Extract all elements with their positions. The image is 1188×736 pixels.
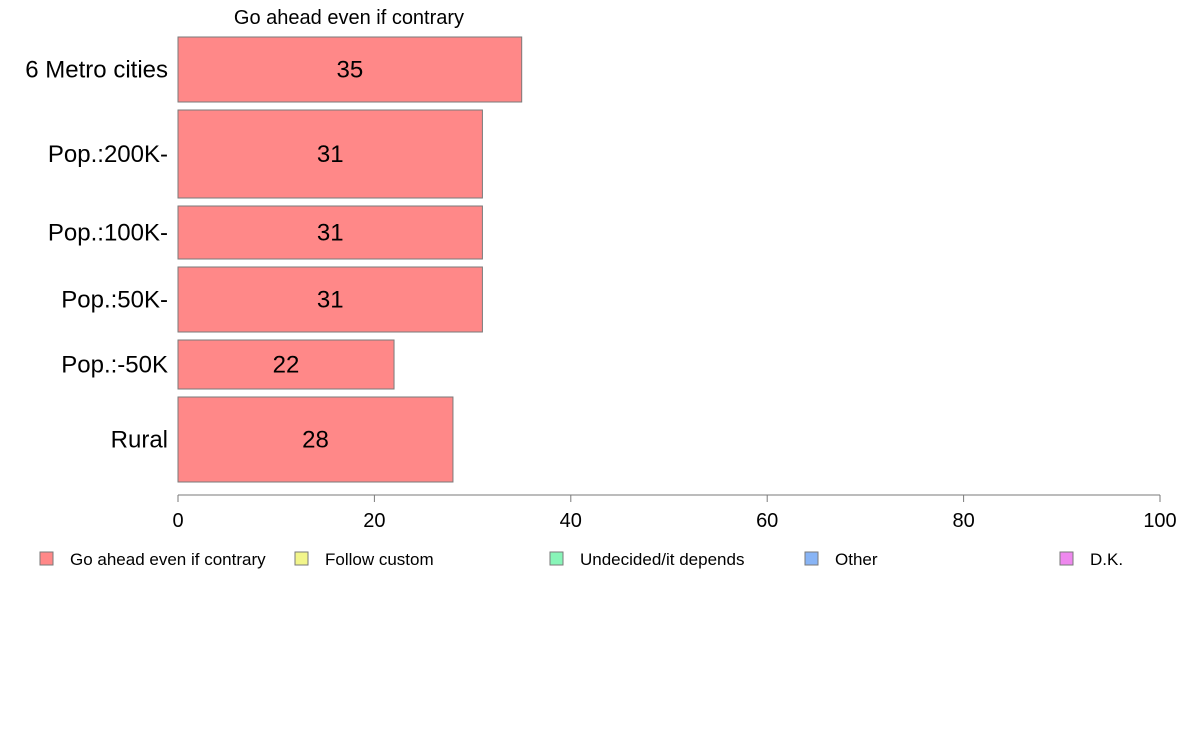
category-label: 6 Metro cities [25,57,168,84]
x-tick-label: 80 [952,510,974,532]
bar-2 [177,205,483,260]
bar-value-label: 31 [317,141,344,168]
legend-swatch [294,551,309,566]
category-label: Pop.:50K- [61,287,168,314]
bars-layer: 35 6 Metro cities 31 Pop.:200K- 31 Pop.:100K-… [25,36,523,483]
category-label: Pop.:-50K [61,352,168,379]
x-tick-label: 100 [1143,510,1176,532]
x-tick-label: 0 [172,510,183,532]
legend-label: Follow custom [325,550,434,569]
legend-swatch [39,551,54,566]
legend-label: Go ahead even if contrary [70,550,266,569]
bar-5 [177,396,454,483]
bar-value-label: 31 [317,220,344,247]
bar-value-label: 35 [336,57,363,84]
chart-title: Go ahead even if contrary [234,7,464,29]
bar-1 [177,109,483,199]
legend-label: Undecided/it depends [580,550,744,569]
category-label: Pop.:100K- [48,220,168,247]
bar-value-label: 22 [273,352,300,379]
category-label: Pop.:200K- [48,141,168,168]
legend: Go ahead even if contrary Follow custom Un… [39,550,1123,569]
legend-label: Other [835,550,878,569]
bar-4 [177,339,395,390]
bar-0 [177,36,523,103]
x-tick-label: 40 [560,510,582,532]
legend-swatch [549,551,564,566]
bar-value-label: 31 [317,287,344,314]
legend-label: D.K. [1090,550,1123,569]
bar-value-label: 28 [302,427,329,454]
x-axis: 0 20 40 60 80 100 [172,494,1177,532]
x-tick-label: 20 [363,510,385,532]
legend-swatch [1059,551,1074,566]
x-tick-label: 60 [756,510,778,532]
category-label: Rural [111,427,168,454]
legend-swatch [804,551,819,566]
bar-3 [177,266,483,333]
